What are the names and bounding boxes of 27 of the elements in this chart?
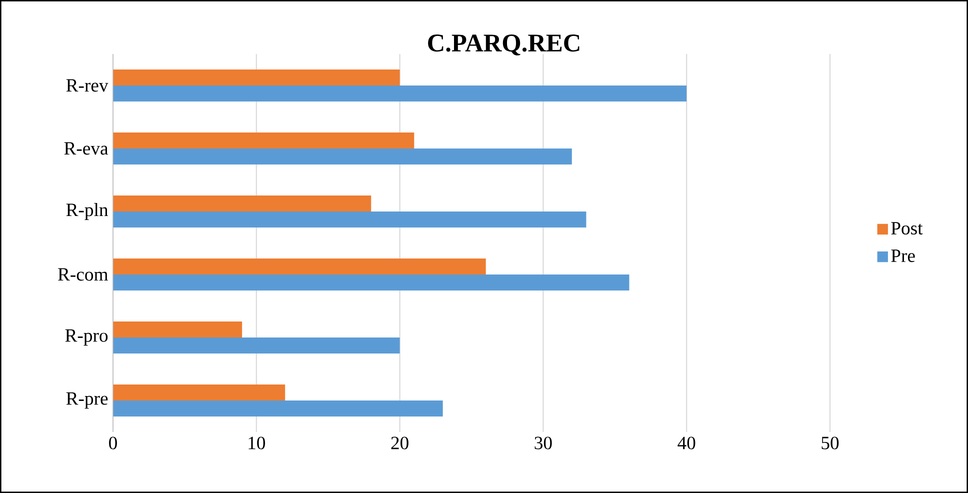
bar	[113, 384, 286, 400]
x-tick-label: 50	[822, 436, 839, 450]
y-tick-label: R-pre	[66, 392, 108, 409]
bar	[113, 274, 630, 290]
y-tick-label: R-pro	[65, 329, 108, 346]
x-tick-label: 40	[678, 436, 696, 450]
y-tick-label: R-eva	[64, 142, 108, 155]
y-tick-label: R-com	[58, 268, 108, 281]
bar	[113, 338, 400, 354]
bar	[113, 322, 242, 338]
x-tick-label: 10	[248, 436, 266, 450]
bar	[113, 196, 372, 212]
legend-label: Pre	[891, 250, 915, 262]
y-tick-label: R-rev	[66, 79, 108, 92]
x-tick-label: 30	[534, 436, 552, 450]
bar	[113, 258, 486, 275]
chart-title: C.PARQ.REC	[428, 34, 580, 56]
bar	[113, 132, 414, 148]
bar	[113, 86, 687, 102]
x-tick-label: 0	[109, 436, 117, 450]
x-tick-label: 20	[391, 436, 408, 450]
bar	[113, 212, 586, 228]
bar	[113, 70, 400, 86]
legend-label: Post	[891, 222, 923, 235]
bar	[113, 400, 443, 416]
bar	[113, 148, 572, 165]
y-tick-label: R-pln	[66, 203, 108, 220]
